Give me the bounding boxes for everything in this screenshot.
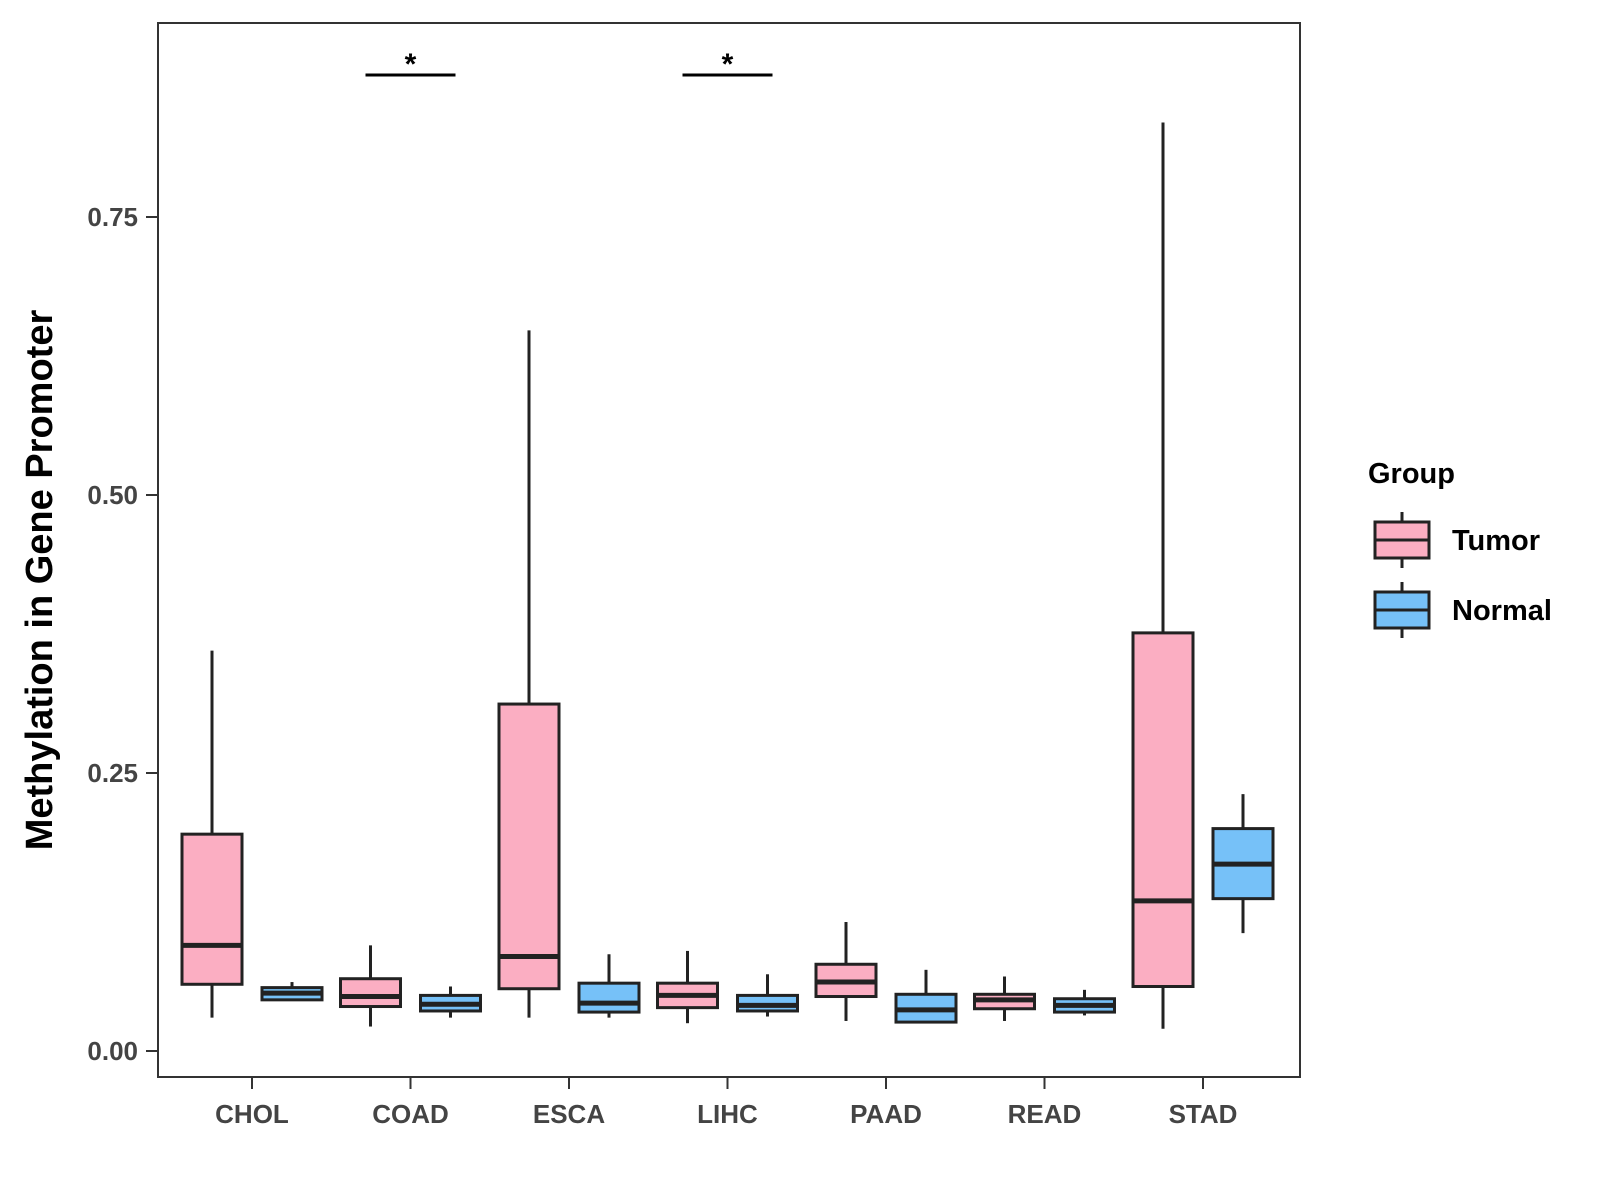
box-normal-read (1053, 989, 1116, 1016)
y-axis: 0.00 0.25 0.50 0.75 (87, 202, 158, 1066)
box-body (339, 977, 402, 1009)
box-tumor-esca (497, 330, 561, 1018)
legend-label: Tumor (1452, 525, 1540, 557)
x-tick-label: COAD (372, 1099, 449, 1129)
significance-annotations: * * (365, 48, 773, 81)
box-tumor-chol (180, 650, 244, 1018)
significance-lihc: * (682, 48, 773, 81)
box-body (180, 832, 244, 986)
box-tumor-lihc (656, 950, 719, 1024)
box-body (577, 981, 641, 1014)
box-tumor-paad (814, 922, 878, 1021)
x-tick-label: STAD (1169, 1099, 1238, 1129)
boxes-layer (180, 122, 1275, 1029)
box-normal-coad (419, 986, 482, 1018)
significance-star: * (405, 48, 417, 81)
legend-label: Normal (1452, 595, 1552, 627)
x-axis: CHOL COAD ESCA LIHC PAAD READ STAD (215, 1077, 1237, 1129)
legend-item-normal: Normal (1373, 582, 1552, 638)
y-axis-title: Methylation in Gene Promoter (19, 310, 61, 851)
legend-title: Group (1368, 458, 1455, 490)
significance-star: * (722, 48, 734, 81)
box-tumor-read (973, 976, 1036, 1021)
box-normal-chol (260, 982, 324, 1002)
box-normal-esca (577, 954, 641, 1018)
box-normal-paad (894, 969, 958, 1024)
box-normal-lihc (736, 974, 799, 1017)
y-tick-label: 0.00 (87, 1036, 138, 1066)
box-tumor-stad (1131, 122, 1195, 1029)
x-tick-label: ESCA (533, 1099, 605, 1129)
plot-panel-border (157, 22, 1301, 1078)
x-tick-label: CHOL (215, 1099, 289, 1129)
x-tick-label: PAAD (850, 1099, 922, 1129)
legend: Group Tumor Normal (1368, 458, 1552, 638)
x-tick-label: LIHC (697, 1099, 758, 1129)
box-body (1131, 631, 1195, 989)
box-normal-stad (1211, 794, 1275, 934)
x-tick-label: READ (1008, 1099, 1082, 1129)
y-tick-label: 0.75 (87, 202, 138, 232)
significance-coad: * (365, 48, 456, 81)
box-body (497, 702, 561, 991)
legend-item-tumor: Tumor (1373, 512, 1540, 568)
box-tumor-coad (339, 945, 402, 1027)
y-tick-label: 0.25 (87, 758, 138, 788)
y-tick-label: 0.50 (87, 480, 138, 510)
